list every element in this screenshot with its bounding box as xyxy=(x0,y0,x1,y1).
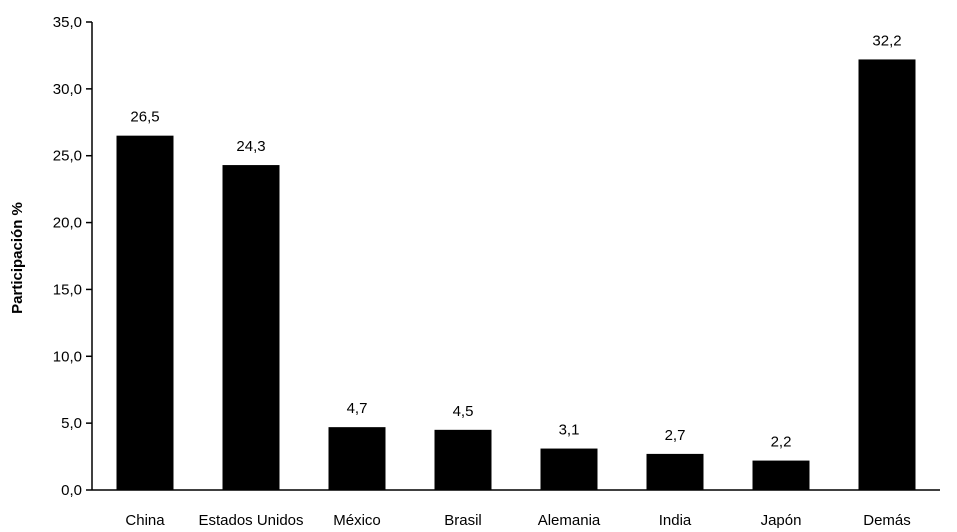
data-label: 3,1 xyxy=(559,422,580,439)
data-label: 4,7 xyxy=(347,400,368,417)
y-axis: 0,0 5,0 10,0 15,0 20,0 25,0 30,0 35,0 xyxy=(53,14,93,499)
y-tick-label: 30,0 xyxy=(53,81,82,98)
y-tick-label: 35,0 xyxy=(53,14,82,31)
y-tick-label: 5,0 xyxy=(61,415,82,432)
x-tick-label: Estados Unidos xyxy=(198,512,303,529)
bar xyxy=(858,59,916,490)
bar xyxy=(646,453,704,490)
data-label: 2,7 xyxy=(665,427,686,444)
data-label: 24,3 xyxy=(236,138,265,155)
x-tick-label: Brasil xyxy=(444,512,482,529)
data-label: 2,2 xyxy=(771,434,792,451)
x-tick-label: Japón xyxy=(761,512,802,529)
data-label: 4,5 xyxy=(453,403,474,420)
x-tick-label: India xyxy=(659,512,692,529)
bar xyxy=(434,429,492,490)
bar xyxy=(116,135,174,490)
bar xyxy=(540,448,598,490)
bar xyxy=(222,165,280,490)
x-tick-label: México xyxy=(333,512,381,529)
data-label: 32,2 xyxy=(872,32,901,49)
y-tick-label: 20,0 xyxy=(53,215,82,232)
x-tick-label: Alemania xyxy=(538,512,601,529)
y-tick-label: 15,0 xyxy=(53,281,82,298)
x-tick-label: Demás xyxy=(863,512,911,529)
x-tick-label: China xyxy=(125,512,165,529)
bar xyxy=(752,460,810,490)
data-label: 26,5 xyxy=(130,109,159,126)
y-tick-label: 0,0 xyxy=(61,482,82,499)
bar xyxy=(328,427,386,490)
y-tick-label: 10,0 xyxy=(53,348,82,365)
y-axis-title: Participación % xyxy=(9,202,26,314)
y-tick-label: 25,0 xyxy=(53,148,82,165)
